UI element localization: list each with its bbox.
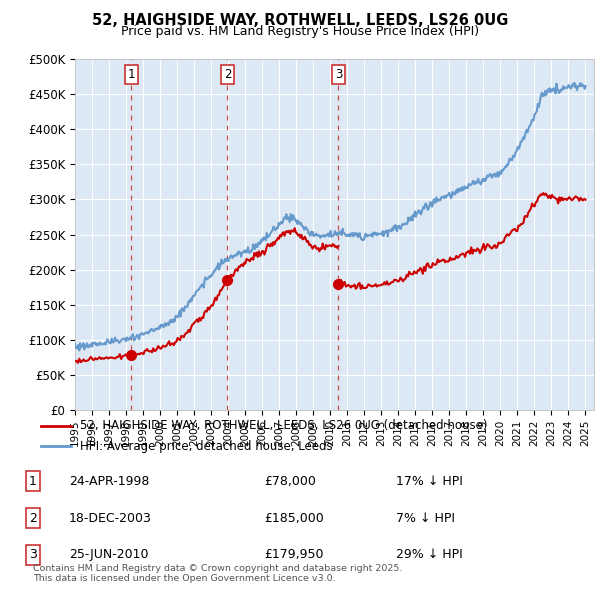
Text: 52, HAIGHSIDE WAY, ROTHWELL, LEEDS, LS26 0UG (detached house): 52, HAIGHSIDE WAY, ROTHWELL, LEEDS, LS26… (80, 419, 487, 432)
Text: 29% ↓ HPI: 29% ↓ HPI (396, 548, 463, 561)
Text: 1: 1 (128, 68, 135, 81)
Text: 3: 3 (29, 548, 37, 561)
Text: 3: 3 (335, 68, 342, 81)
Text: Contains HM Land Registry data © Crown copyright and database right 2025.
This d: Contains HM Land Registry data © Crown c… (33, 563, 403, 583)
Text: 7% ↓ HPI: 7% ↓ HPI (396, 512, 455, 525)
Text: 17% ↓ HPI: 17% ↓ HPI (396, 475, 463, 488)
Text: 18-DEC-2003: 18-DEC-2003 (69, 512, 152, 525)
Text: 2: 2 (224, 68, 231, 81)
Text: 2: 2 (29, 512, 37, 525)
Text: Price paid vs. HM Land Registry's House Price Index (HPI): Price paid vs. HM Land Registry's House … (121, 25, 479, 38)
Text: 1: 1 (29, 475, 37, 488)
Text: 52, HAIGHSIDE WAY, ROTHWELL, LEEDS, LS26 0UG: 52, HAIGHSIDE WAY, ROTHWELL, LEEDS, LS26… (92, 13, 508, 28)
Text: HPI: Average price, detached house, Leeds: HPI: Average price, detached house, Leed… (80, 440, 332, 453)
Text: £185,000: £185,000 (264, 512, 324, 525)
Text: 25-JUN-2010: 25-JUN-2010 (69, 548, 149, 561)
Text: £179,950: £179,950 (264, 548, 323, 561)
Text: 24-APR-1998: 24-APR-1998 (69, 475, 149, 488)
Text: £78,000: £78,000 (264, 475, 316, 488)
